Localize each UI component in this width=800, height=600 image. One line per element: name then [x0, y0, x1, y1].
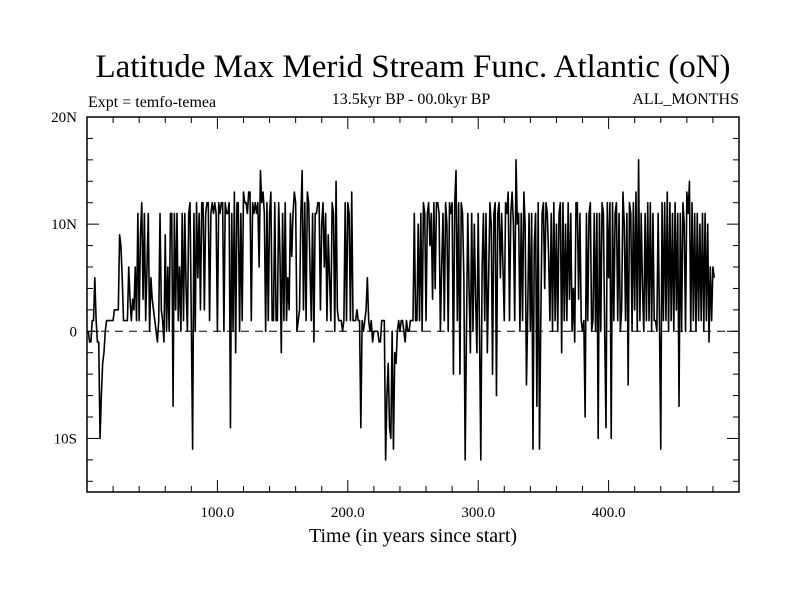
series-line — [87, 159, 716, 461]
experiment-label: Expt = temfo-temea — [88, 94, 216, 111]
axis-ticks — [87, 117, 739, 492]
x-tick-label: 100.0 — [201, 505, 235, 521]
y-tick-label: 0 — [70, 324, 78, 340]
x-tick-label: 400.0 — [592, 505, 626, 521]
months-label: ALL_MONTHS — [632, 91, 739, 108]
period-label: 13.5kyr BP - 00.0kyr BP — [332, 91, 491, 108]
chart-title: Latitude Max Merid Stream Func. Atlantic… — [95, 49, 730, 85]
y-tick-label: 10N — [51, 217, 77, 233]
tick-labels: 100.0 200.0 300.0 400.0 10S 0 10N 20N — [51, 110, 625, 521]
x-tick-label: 300.0 — [461, 505, 495, 521]
plot-frame — [86, 116, 740, 493]
y-tick-label: 20N — [51, 110, 77, 126]
x-axis-label: Time (in years since start) — [309, 525, 517, 547]
x-tick-label: 200.0 — [331, 505, 365, 521]
y-tick-label: 10S — [54, 431, 77, 447]
